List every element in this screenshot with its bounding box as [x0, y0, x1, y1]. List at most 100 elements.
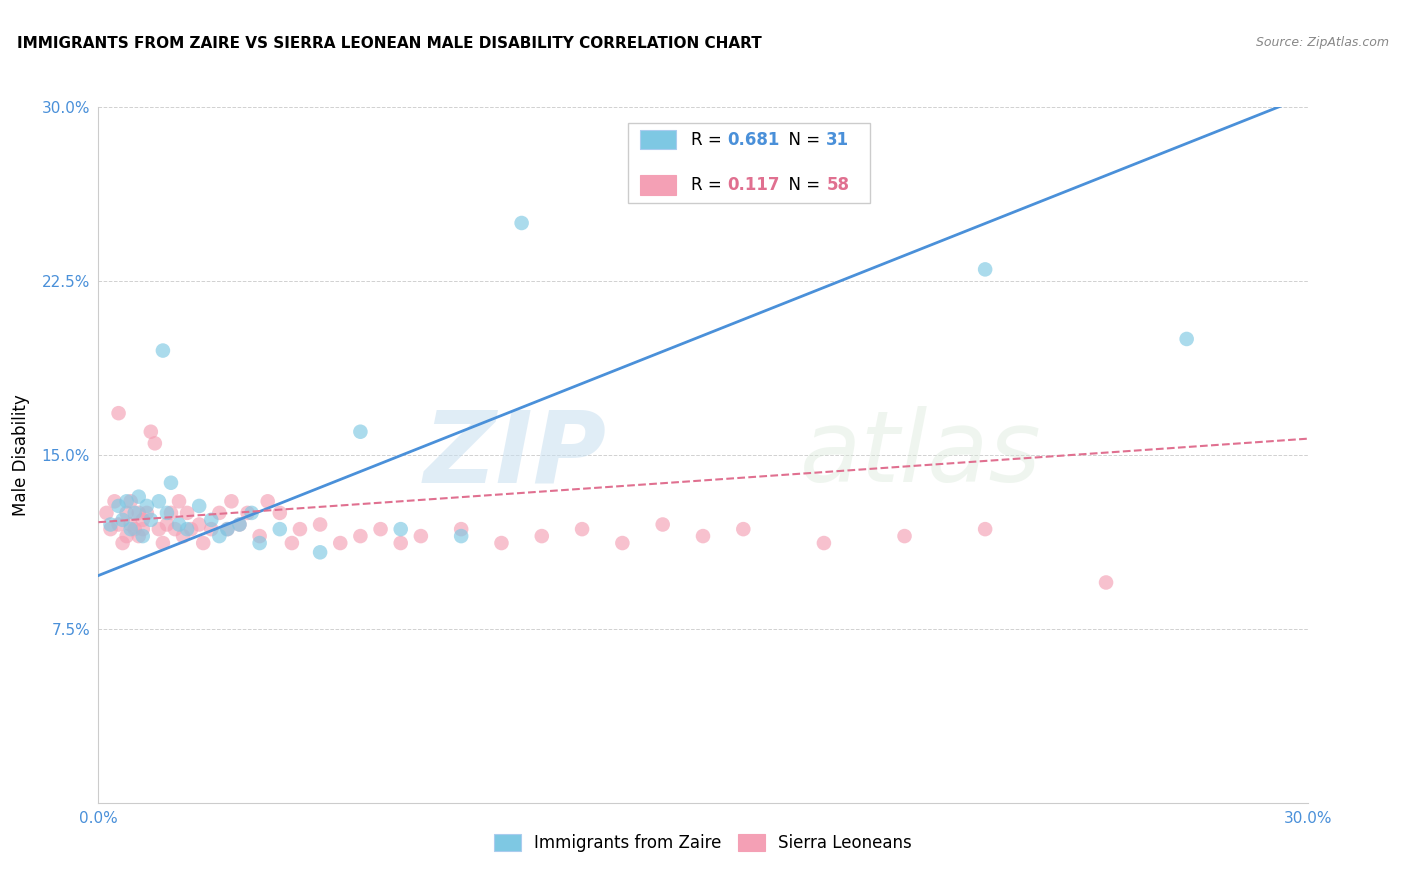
Point: [139, 425, 162, 439]
Point: [240, 506, 263, 520]
Point: [571, 522, 593, 536]
Point: [208, 506, 231, 520]
Point: [349, 529, 371, 543]
Text: 31: 31: [827, 131, 849, 149]
Point: [974, 522, 997, 536]
Point: [1175, 332, 1198, 346]
Point: [107, 517, 129, 532]
Point: [893, 529, 915, 543]
Point: [228, 517, 250, 532]
Point: [128, 529, 150, 543]
Point: [148, 494, 170, 508]
Point: [115, 494, 138, 508]
Point: [143, 436, 166, 450]
Point: [128, 506, 150, 520]
Point: [370, 522, 392, 536]
Point: [974, 262, 997, 277]
FancyBboxPatch shape: [640, 175, 676, 194]
Point: [281, 536, 304, 550]
Point: [217, 522, 239, 536]
Point: [288, 522, 311, 536]
Text: R =: R =: [690, 131, 727, 149]
Text: N =: N =: [778, 176, 825, 194]
Point: [733, 522, 755, 536]
Point: [180, 522, 202, 536]
Point: [236, 506, 259, 520]
Point: [103, 494, 125, 508]
Point: [160, 475, 183, 490]
Point: [167, 517, 190, 532]
Point: [612, 536, 634, 550]
Point: [329, 536, 352, 550]
Point: [249, 536, 271, 550]
Point: [208, 529, 231, 543]
Point: [176, 522, 198, 536]
Point: [120, 494, 142, 508]
Point: [692, 529, 714, 543]
Text: ZIP: ZIP: [423, 407, 606, 503]
Point: [309, 517, 332, 532]
Point: [115, 529, 138, 543]
Y-axis label: Male Disability: Male Disability: [13, 394, 31, 516]
Point: [163, 522, 186, 536]
Point: [409, 529, 432, 543]
FancyBboxPatch shape: [640, 130, 676, 150]
Point: [389, 522, 412, 536]
Point: [148, 522, 170, 536]
Point: [813, 536, 835, 550]
Point: [132, 529, 155, 543]
Point: [510, 216, 533, 230]
Text: R =: R =: [690, 176, 727, 194]
FancyBboxPatch shape: [628, 123, 870, 203]
Point: [156, 506, 179, 520]
Text: 0.117: 0.117: [727, 176, 780, 194]
Point: [530, 529, 553, 543]
Point: [450, 522, 472, 536]
Text: IMMIGRANTS FROM ZAIRE VS SIERRA LEONEAN MALE DISABILITY CORRELATION CHART: IMMIGRANTS FROM ZAIRE VS SIERRA LEONEAN …: [17, 36, 762, 51]
Point: [100, 517, 122, 532]
Text: Source: ZipAtlas.com: Source: ZipAtlas.com: [1256, 36, 1389, 49]
Point: [167, 494, 190, 508]
Point: [1095, 575, 1118, 590]
Point: [152, 343, 174, 358]
Point: [120, 517, 142, 532]
Legend: Immigrants from Zaire, Sierra Leoneans: Immigrants from Zaire, Sierra Leoneans: [485, 826, 921, 861]
Point: [269, 522, 291, 536]
Point: [249, 529, 271, 543]
Point: [100, 522, 122, 536]
Point: [200, 522, 222, 536]
Point: [651, 517, 673, 532]
Text: 0.681: 0.681: [727, 131, 779, 149]
Point: [269, 506, 291, 520]
Point: [124, 506, 146, 520]
Point: [111, 513, 134, 527]
Text: 58: 58: [827, 176, 849, 194]
Point: [160, 506, 183, 520]
Point: [491, 536, 513, 550]
Point: [156, 517, 179, 532]
Text: atlas: atlas: [800, 407, 1042, 503]
Point: [107, 499, 129, 513]
Point: [135, 506, 157, 520]
Point: [107, 406, 129, 420]
Point: [132, 522, 155, 536]
Point: [132, 513, 155, 527]
Point: [217, 522, 239, 536]
Point: [200, 513, 222, 527]
Point: [124, 522, 146, 536]
Point: [188, 517, 211, 532]
Point: [111, 536, 134, 550]
Point: [193, 536, 215, 550]
Point: [349, 425, 371, 439]
Point: [172, 529, 194, 543]
Point: [450, 529, 472, 543]
Point: [128, 490, 150, 504]
Point: [152, 536, 174, 550]
Point: [120, 522, 142, 536]
Point: [256, 494, 278, 508]
Point: [188, 499, 211, 513]
Point: [228, 517, 250, 532]
Point: [309, 545, 332, 559]
Text: N =: N =: [778, 131, 825, 149]
Point: [96, 506, 118, 520]
